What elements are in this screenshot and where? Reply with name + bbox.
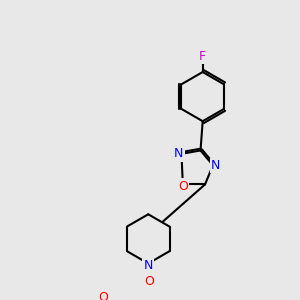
Text: N: N — [211, 159, 220, 172]
Text: O: O — [144, 274, 154, 287]
Text: O: O — [178, 180, 188, 193]
Text: N: N — [174, 147, 184, 160]
Text: O: O — [98, 291, 108, 300]
Text: N: N — [144, 259, 153, 272]
Text: F: F — [199, 50, 206, 63]
